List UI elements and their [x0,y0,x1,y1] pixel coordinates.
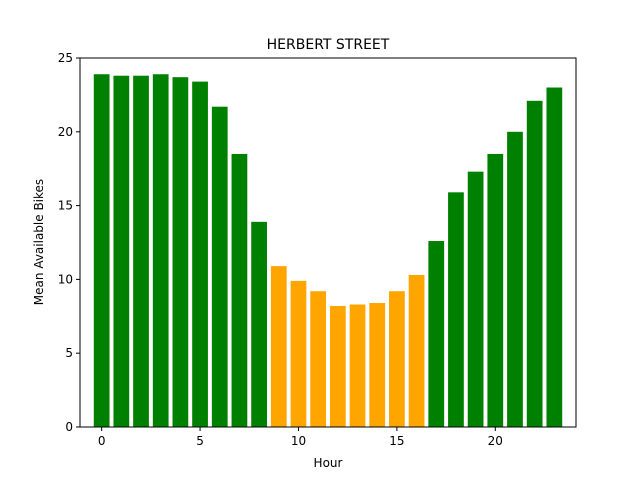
plot-frame [79,57,577,428]
bar-hour-8 [251,221,267,427]
chart-title: HERBERT STREET [267,37,390,53]
bar-hour-1 [113,75,130,427]
bar-hour-10 [290,280,307,427]
x-axis-label: Hour [314,456,343,470]
bar-hour-9 [270,266,287,427]
bar-hour-13 [349,304,366,427]
x-tick-label: 15 [389,434,404,448]
bar-hour-20 [487,153,504,427]
bar-hour-17 [428,241,445,427]
bar-hour-11 [310,291,327,427]
y-tick-label: 15 [58,199,73,213]
y-tick-label: 5 [65,346,73,360]
y-tick-label: 20 [58,125,73,139]
bar-hour-5 [192,81,208,427]
bar-hour-21 [507,131,523,428]
bar-hour-0 [93,74,110,428]
y-axis: 0 5 10 15 20 25 [58,51,80,434]
bar-hour-12 [329,305,346,427]
x-tick-label: 0 [98,434,106,448]
x-tick-label: 5 [196,434,204,448]
bar-hour-7 [231,153,248,427]
bar-hour-4 [172,77,189,428]
bar-hour-3 [152,74,169,428]
y-tick-label: 10 [58,272,73,286]
y-tick-label: 0 [65,420,73,434]
bar-hour-22 [526,100,543,427]
y-tick-label: 25 [58,51,73,65]
y-axis-label: Mean Available Bikes [32,179,46,305]
bar-hour-19 [467,171,484,427]
bar-hour-14 [369,303,386,427]
x-axis: 0 5 10 15 20 [98,427,503,448]
bars-group [93,74,563,428]
bar-hour-18 [448,192,464,427]
bar-hour-15 [389,291,405,427]
bar-hour-23 [546,87,563,428]
x-tick-label: 10 [291,434,306,448]
bar-hour-16 [408,274,425,427]
bar-hour-2 [133,75,149,427]
bar-hour-6 [211,106,228,427]
x-tick-label: 20 [488,434,503,448]
